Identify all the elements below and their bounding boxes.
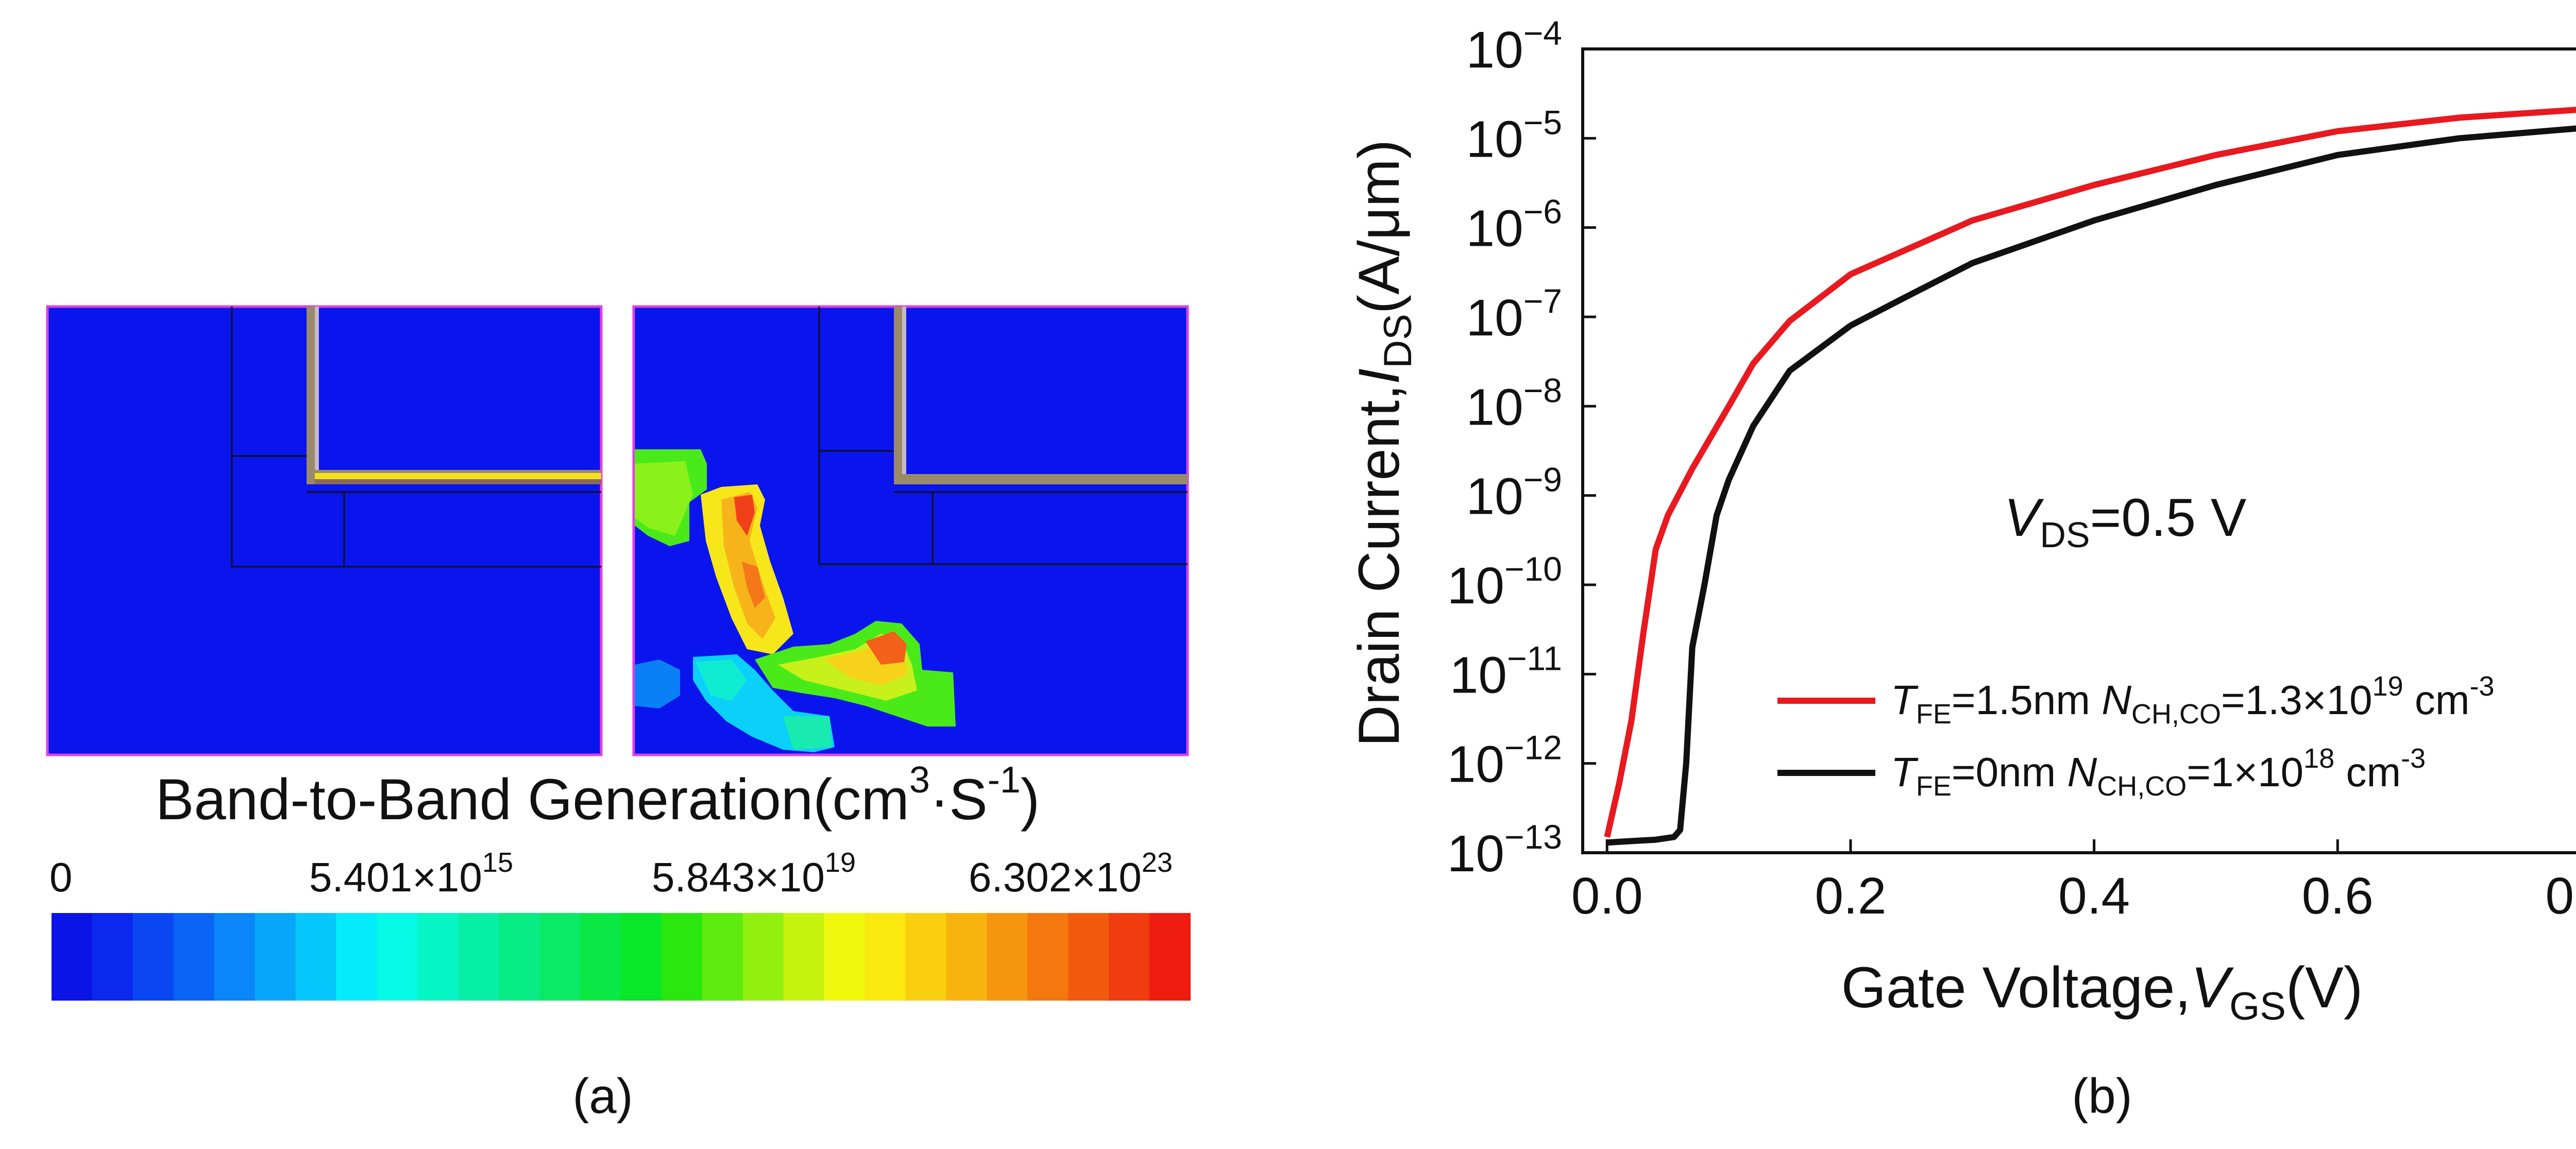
x-tick-label: 0.4 — [2058, 867, 2130, 925]
colorbar-swatch — [824, 913, 866, 1001]
colorbar-swatch — [621, 913, 662, 1001]
plot-frame — [1581, 47, 2576, 854]
y-tick-label: 10−6 — [1466, 193, 1562, 258]
colorbar-swatch — [295, 913, 337, 1001]
colorbar-swatch — [173, 913, 215, 1001]
colorbar-swatch — [377, 913, 418, 1001]
colorbar — [52, 913, 1191, 1001]
colorbar-swatch — [865, 913, 906, 1001]
y-axis-label: Drain Current,IDS(A/μm) — [1347, 140, 1420, 747]
colorbar-swatch — [52, 913, 93, 1001]
colorbar-swatch — [580, 913, 621, 1001]
chart-series — [1604, 107, 2576, 846]
colorbar-swatch — [987, 913, 1028, 1001]
x-tick-label: 0.2 — [1815, 867, 1886, 925]
colorbar-swatch — [905, 913, 947, 1001]
x-axis-label: Gate Voltage,VGS(V) — [1841, 955, 2363, 1028]
colorbar-swatch — [1109, 913, 1150, 1001]
colorbar-swatch — [417, 913, 459, 1001]
colorbar-swatch — [702, 913, 743, 1001]
colorbar-swatch — [132, 913, 174, 1001]
chart-legend: TFE=1.5nm NCH,CO=1.3×1019 cm-3 TFE=0nm N… — [1777, 671, 2495, 802]
colorbar-swatch — [783, 913, 825, 1001]
colorbar-tick-1: 5.401×1015 — [309, 847, 513, 900]
colorbar-swatch — [336, 913, 378, 1001]
x-tick-label: 0.0 — [1571, 867, 1643, 925]
colorbar-swatch — [92, 913, 133, 1001]
colorbar-tick-2: 5.843×1019 — [652, 847, 856, 900]
colorbar-swatch — [214, 913, 256, 1001]
colorbar-swatch — [946, 913, 988, 1001]
annotation-vds: VDS=0.5 V — [2004, 488, 2246, 555]
colorbar-swatch — [539, 913, 581, 1001]
series-line-1 — [1604, 107, 2576, 838]
colorbar-tick-0: 0 — [49, 854, 73, 900]
colorbar-swatch — [1149, 913, 1191, 1001]
colorbar-swatch — [1027, 913, 1069, 1001]
colorbar-swatch — [661, 913, 703, 1001]
legend-label-2: TFE=0nm NCH,CO=1×1018 cm-3 — [1891, 743, 2426, 802]
x-tick-label: 0.6 — [2302, 867, 2374, 925]
y-tick-label: 10−5 — [1466, 103, 1562, 168]
device-map-left — [46, 305, 603, 756]
y-tick-label: 10−4 — [1466, 14, 1562, 79]
colorbar-tick-labels: 0 5.401×1015 5.843×1019 6.302×1023 — [49, 847, 1173, 900]
colorbar-swatch — [255, 913, 296, 1001]
colorbar-tick-3: 6.302×1023 — [969, 847, 1173, 900]
panel-a-label: (a) — [572, 1069, 633, 1124]
y-tick-label: 10−7 — [1466, 282, 1562, 347]
colorbar-swatch — [1068, 913, 1110, 1001]
panel-b-label: (b) — [2072, 1069, 2132, 1124]
y-tick-label: 10−10 — [1447, 550, 1562, 615]
colorbar-swatch — [458, 913, 500, 1001]
legend-label-1: TFE=1.5nm NCH,CO=1.3×1019 cm-3 — [1891, 671, 2495, 730]
panel-a: Band-to-Band Generation(cm3·S-1) 0 5.401… — [46, 305, 1191, 1124]
y-tick-label: 10−8 — [1466, 371, 1562, 436]
series-line-2 — [1606, 125, 2576, 846]
colorbar-swatch — [499, 913, 540, 1001]
chart-axes: 0.0 0.2 0.4 0.6 0.8 10−13 10−12 10−11 10−10 10−9 1… — [1447, 14, 2576, 925]
y-tick-label: 10−12 — [1447, 729, 1562, 793]
y-tick-label: 10−11 — [1450, 639, 1562, 704]
y-tick-label: 10−13 — [1447, 818, 1562, 883]
y-tick-label: 10−9 — [1466, 461, 1562, 526]
x-tick-label: 0.8 — [2545, 867, 2576, 925]
colorbar-swatch — [742, 913, 784, 1001]
device-map-right — [632, 305, 1189, 756]
colorbar-title: Band-to-Band Generation(cm3·S-1) — [156, 759, 1040, 832]
